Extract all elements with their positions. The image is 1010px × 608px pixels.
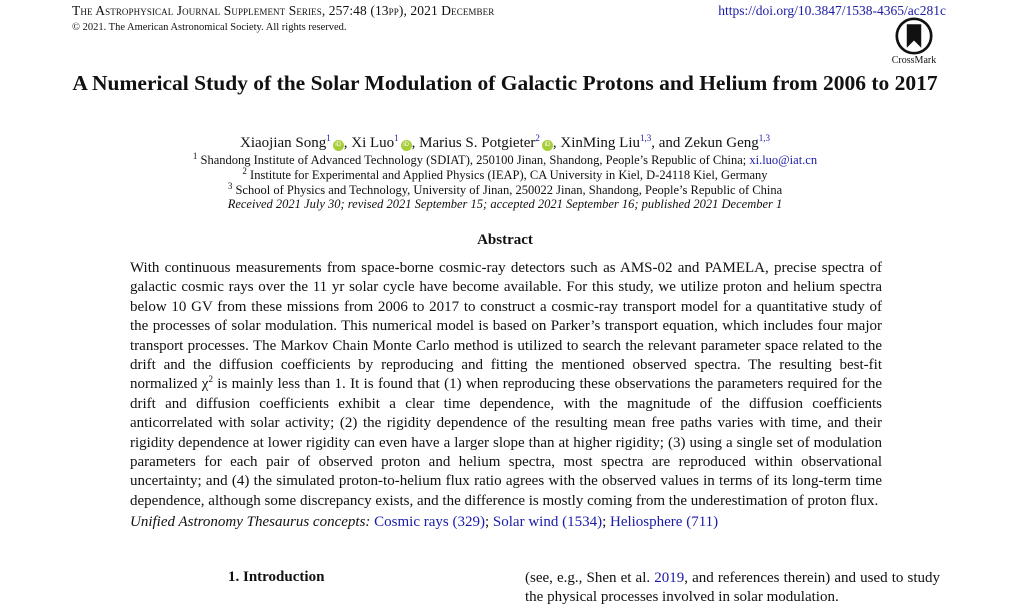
abstract-heading: Abstract xyxy=(477,232,533,248)
crossmark-button[interactable]: CrossMark xyxy=(890,17,938,66)
email-link[interactable]: xi.luo@iat.cn xyxy=(749,153,818,167)
aff-text: Shandong Institute of Advanced Technolog… xyxy=(200,153,750,167)
abstract-part: is mainly less than 1. It is found that … xyxy=(130,376,882,509)
doi-link[interactable]: https://doi.org/10.3847/1538-4365/ac281c xyxy=(718,3,946,18)
affiliation-ref[interactable]: 1,3 xyxy=(640,133,652,143)
aff-num: 1 xyxy=(192,150,198,161)
affiliation-3: 3 School of Physics and Technology, Univ… xyxy=(0,180,1010,197)
superscript: 2 xyxy=(208,374,213,385)
orcid-icon[interactable]: iD xyxy=(332,140,344,151)
aff-num: 2 xyxy=(242,165,247,176)
affiliation-ref[interactable]: 1 xyxy=(394,133,399,143)
author-list: Xiaojian Song1iD, Xi Luo1iD, Marius S. P… xyxy=(240,133,770,151)
text: (see, e.g., Shen et al. xyxy=(525,570,655,586)
orcid-icon[interactable]: iD xyxy=(400,140,412,151)
received-dates: Received 2021 July 30; revised 2021 Sept… xyxy=(227,197,783,211)
affiliation-2: 2 Institute for Experimental and Applied… xyxy=(0,165,1010,182)
citation-link[interactable]: 2019 xyxy=(654,570,685,586)
copyright: © 2021. The American Astronomical Societ… xyxy=(72,22,347,33)
author: Marius S. Potgieter xyxy=(419,135,536,151)
affiliation-ref[interactable]: 2 xyxy=(535,133,540,143)
abstract-section: With continuous measurements from space-… xyxy=(130,259,882,533)
affiliation-ref[interactable]: 1 xyxy=(326,133,331,143)
orcid-icon[interactable]: iD xyxy=(541,140,553,151)
uat-concepts: Unified Astronomy Thesaurus concepts: Co… xyxy=(130,514,719,531)
crossmark-label: CrossMark xyxy=(891,55,937,66)
aff-num: 3 xyxy=(227,180,233,191)
aff-text: Institute for Experimental and Applied P… xyxy=(250,168,768,182)
section-heading: 1. Introduction xyxy=(228,569,325,585)
column-2-text: (see, e.g., Shen et al. 2019, and refere… xyxy=(525,569,940,608)
author: Xiaojian Song xyxy=(240,135,327,151)
affiliation-ref[interactable]: 1,3 xyxy=(758,133,770,143)
uat-label: Unified Astronomy Thesaurus concepts: xyxy=(130,514,371,531)
concept-link[interactable]: Solar wind (1534) xyxy=(492,514,603,531)
author: and Zekun Geng xyxy=(658,135,759,151)
author: Xi Luo xyxy=(351,135,395,151)
crossmark-icon xyxy=(895,17,933,55)
abstract-text: With continuous measurements from space-… xyxy=(130,259,882,511)
affiliation-1: 1 Shandong Institute of Advanced Technol… xyxy=(0,150,1010,167)
journal-citation: The Astrophysical Journal Supplement Ser… xyxy=(72,3,495,18)
aff-text: School of Physics and Technology, Univer… xyxy=(235,183,783,197)
author: XinMing Liu xyxy=(560,135,641,151)
abstract-part: With continuous measurements from space-… xyxy=(130,260,882,393)
paper-title: A Numerical Study of the Solar Modulatio… xyxy=(72,71,938,95)
concept-link[interactable]: Cosmic rays (329) xyxy=(374,514,485,531)
concept-link[interactable]: Heliosphere (711) xyxy=(609,514,719,531)
